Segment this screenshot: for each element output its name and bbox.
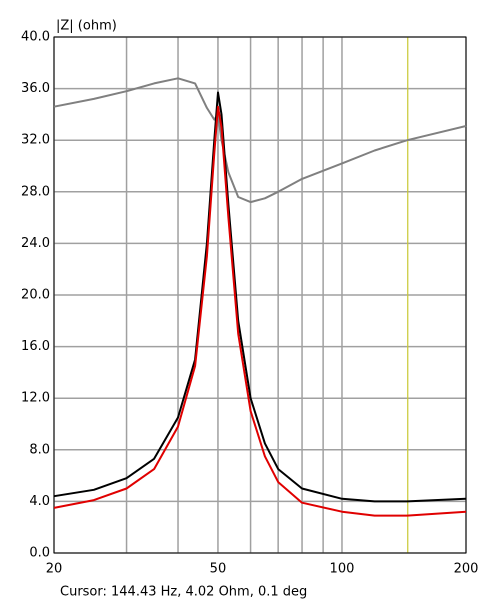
x-tick-label: 20 — [46, 562, 63, 577]
y-tick-label: 40.0 — [21, 30, 50, 45]
y-tick-label: 8.0 — [29, 442, 50, 457]
y-tick-label: 12.0 — [21, 391, 50, 406]
y-tick-label: 16.0 — [21, 339, 50, 354]
y-tick-label: 28.0 — [21, 184, 50, 199]
y-tick-label: 20.0 — [21, 288, 50, 303]
y-tick-label: 36.0 — [21, 81, 50, 96]
y-axis-title: |Z| (ohm) — [56, 19, 117, 34]
y-tick-label: 32.0 — [21, 133, 50, 148]
x-tick-label: 50 — [210, 562, 227, 577]
plot-border — [53, 36, 467, 554]
cursor-readout: Cursor: 144.43 Hz, 4.02 Ohm, 0.1 deg — [60, 585, 307, 600]
y-tick-label: 24.0 — [21, 236, 50, 251]
x-tick-label: 200 — [454, 562, 479, 577]
x-tick-label: 100 — [330, 562, 355, 577]
series-line — [53, 105, 467, 517]
y-tick-label: 4.0 — [29, 494, 50, 509]
y-tick-label: 0.0 — [29, 546, 50, 561]
